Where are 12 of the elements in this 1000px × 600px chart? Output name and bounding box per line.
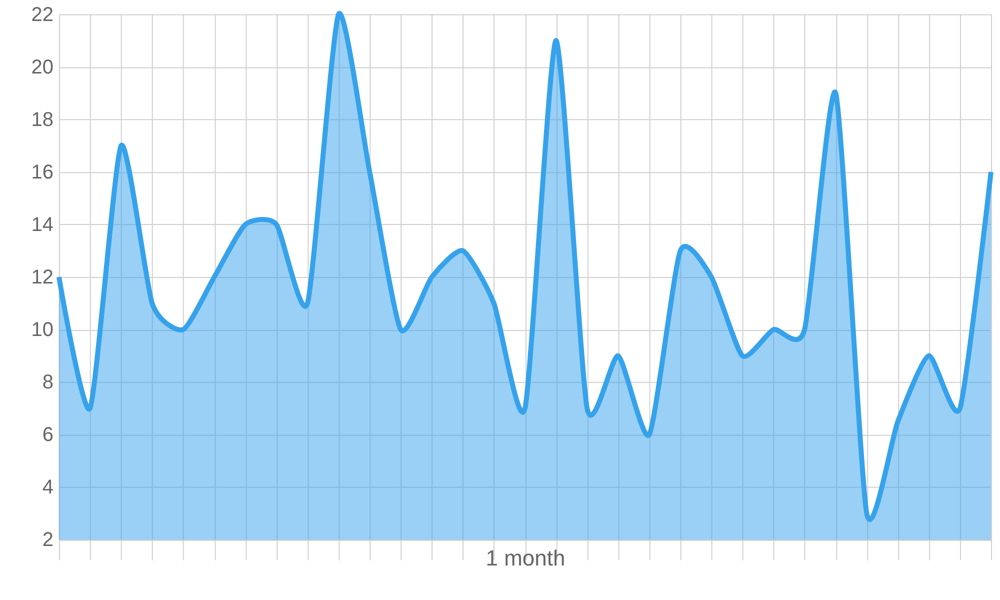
y-tick-label: 4 [42,476,54,499]
y-tick-label: 20 [31,56,54,78]
y-tick-label: 8 [42,372,54,394]
y-tick-label: 12 [31,266,54,288]
y-tick-label: 16 [31,161,54,184]
y-tick-label: 6 [42,424,54,446]
y-tick-label: 22 [31,4,54,26]
y-tick-label: 10 [31,319,54,342]
y-tick-label: 18 [31,108,54,131]
y-tick-label: 2 [42,529,54,552]
x-axis-title: 1 month [486,546,566,571]
y-tick-label: 14 [31,214,54,236]
